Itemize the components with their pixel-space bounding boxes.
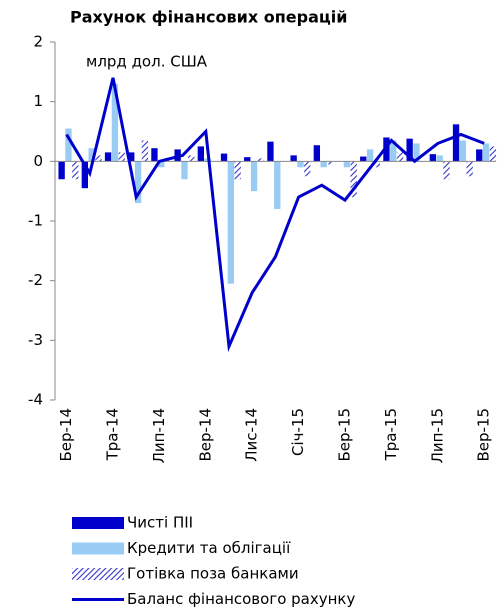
- bar: [406, 138, 413, 162]
- bar: [58, 161, 65, 180]
- y-tick-label: -3: [28, 331, 43, 349]
- bar: [244, 157, 251, 162]
- bar: [181, 161, 188, 180]
- line: [65, 77, 485, 353]
- bar: [104, 152, 112, 162]
- bar: [141, 140, 149, 162]
- x-tick-label: Січ-15: [289, 408, 307, 456]
- x-tick-label: Вер-14: [196, 408, 214, 462]
- bar: [343, 161, 351, 168]
- legend-swatch: [72, 542, 124, 555]
- bar: [81, 161, 89, 189]
- bar: [350, 161, 357, 198]
- bar: [383, 137, 390, 162]
- bar: [489, 146, 497, 162]
- y-tick-label: -4: [28, 391, 43, 409]
- chart-title: Рахунок фінансових операцій: [70, 8, 347, 27]
- y-tick-label: 1: [33, 92, 43, 110]
- bar: [88, 148, 95, 162]
- bar: [274, 161, 281, 210]
- bar: [366, 149, 374, 162]
- bar: [443, 161, 450, 180]
- bar: [72, 161, 79, 180]
- bar: [327, 161, 334, 165]
- bar: [482, 143, 490, 162]
- bar: [234, 161, 241, 180]
- x-tick-label: Тра-14: [104, 408, 122, 461]
- bar: [313, 145, 321, 162]
- legend-label: Кредити та облігації: [127, 539, 291, 557]
- x-tick-label: Лип-14: [150, 408, 168, 463]
- legend-swatch: [72, 568, 124, 580]
- bar: [373, 161, 381, 168]
- bar: [452, 124, 460, 162]
- bar: [250, 161, 258, 192]
- legend-label: Чисті ПІІ: [127, 514, 193, 532]
- bar: [466, 161, 473, 177]
- x-tick-label: Лип-15: [428, 408, 446, 463]
- y-tick-label: -2: [28, 271, 43, 289]
- bar: [188, 155, 195, 162]
- bar: [65, 128, 72, 162]
- legend-swatch: [72, 517, 124, 529]
- bar: [197, 146, 205, 162]
- bar: [476, 149, 483, 162]
- y-tick-label: 2: [33, 33, 43, 51]
- bar: [320, 161, 327, 168]
- bar: [128, 152, 135, 162]
- bar: [134, 161, 142, 204]
- bar: [290, 155, 297, 162]
- bar: [267, 141, 274, 162]
- bar: [360, 156, 367, 162]
- bar: [396, 152, 404, 162]
- bar: [220, 153, 228, 162]
- legend-label: Баланс фінансового рахунку: [127, 590, 355, 608]
- bar: [158, 161, 165, 168]
- bar: [436, 155, 443, 162]
- bar: [413, 143, 420, 162]
- legend-label: Готівка поза банками: [127, 565, 299, 583]
- bar: [297, 161, 304, 168]
- bar: [227, 161, 235, 284]
- bar: [459, 140, 467, 162]
- bar: [95, 155, 102, 162]
- x-tick-label: Бер-14: [57, 408, 75, 462]
- bar: [429, 154, 437, 162]
- bar: [111, 83, 119, 162]
- x-tick-label: Лис-14: [243, 408, 261, 462]
- annotation: млрд дол. США: [86, 53, 208, 71]
- bar: [151, 148, 158, 162]
- x-tick-label: Вер-15: [475, 408, 493, 462]
- x-tick-label: Тра-15: [382, 408, 400, 461]
- x-tick-label: Бер-15: [336, 408, 354, 462]
- bar: [118, 152, 125, 162]
- bar: [257, 158, 265, 162]
- y-tick-label: -1: [28, 212, 43, 230]
- bar: [390, 140, 397, 162]
- bar: [304, 161, 311, 177]
- y-tick-label: 0: [33, 152, 43, 170]
